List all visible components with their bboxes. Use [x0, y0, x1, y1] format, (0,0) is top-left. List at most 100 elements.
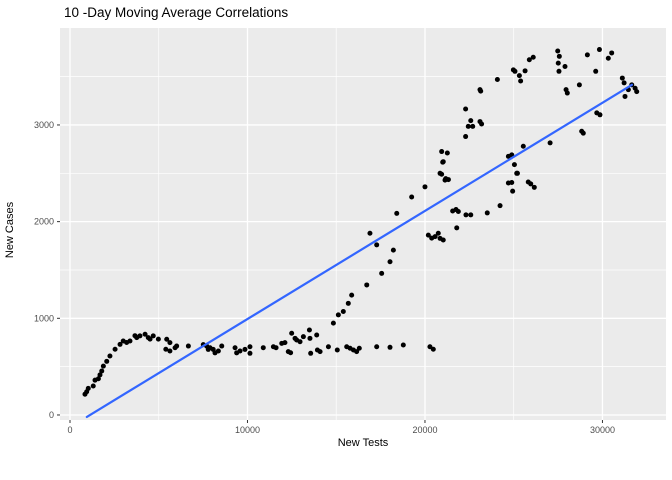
data-point — [289, 330, 295, 336]
data-point — [308, 350, 314, 356]
data-point — [477, 119, 483, 125]
data-point — [247, 350, 253, 356]
data-point — [288, 350, 294, 356]
data-point — [484, 210, 490, 216]
data-point — [330, 320, 336, 326]
data-point — [556, 53, 562, 59]
data-point — [463, 134, 469, 140]
data-point — [440, 159, 446, 165]
data-point — [282, 340, 288, 346]
data-point — [219, 343, 225, 349]
plot-panel — [60, 28, 666, 420]
data-point — [273, 345, 279, 351]
data-point — [477, 87, 483, 93]
data-point — [494, 77, 500, 83]
data-point — [163, 346, 169, 352]
data-point — [634, 89, 640, 95]
data-point — [547, 140, 553, 146]
data-point — [409, 194, 415, 200]
data-point — [107, 353, 113, 359]
data-point — [454, 225, 460, 231]
data-point — [463, 106, 469, 112]
data-point — [340, 309, 346, 315]
data-point — [374, 344, 380, 350]
data-point — [562, 63, 568, 69]
data-point — [439, 171, 445, 177]
data-point — [349, 292, 355, 298]
data-point — [237, 348, 243, 354]
data-point — [260, 345, 266, 351]
data-point — [387, 259, 393, 265]
data-point — [619, 75, 625, 81]
data-point — [314, 332, 320, 338]
data-point — [470, 123, 476, 129]
data-point — [185, 343, 191, 349]
data-point — [164, 336, 170, 342]
data-point — [174, 343, 180, 349]
data-point — [439, 149, 445, 155]
data-point — [516, 73, 522, 79]
data-point — [432, 234, 438, 240]
data-point — [511, 162, 517, 168]
data-point — [142, 331, 148, 337]
data-point — [468, 118, 474, 124]
data-point — [374, 242, 380, 248]
data-point — [232, 345, 238, 351]
data-point — [621, 80, 627, 86]
x-tick-label: 0 — [67, 425, 72, 435]
data-point — [593, 68, 599, 74]
data-point — [497, 203, 503, 209]
data-point — [522, 68, 528, 74]
data-point — [155, 336, 161, 342]
data-point — [379, 270, 385, 276]
data-point — [576, 82, 582, 88]
y-tick-label: 0 — [49, 410, 54, 420]
data-point — [307, 335, 313, 341]
data-point — [317, 349, 323, 355]
data-point — [137, 333, 143, 339]
data-point — [584, 52, 590, 58]
data-point — [555, 60, 561, 66]
data-point — [215, 348, 221, 354]
data-point — [605, 55, 611, 61]
data-point — [609, 50, 615, 56]
data-point — [297, 339, 303, 345]
data-point — [597, 112, 603, 118]
data-point — [117, 341, 123, 347]
data-point — [622, 93, 628, 99]
y-tick-label: 3000 — [34, 120, 54, 130]
data-point — [394, 210, 400, 216]
x-axis-title: New Tests — [337, 437, 389, 449]
data-point — [520, 143, 526, 149]
data-point — [445, 177, 451, 183]
data-point — [528, 181, 534, 187]
x-tick-label: 30000 — [590, 425, 615, 435]
data-point — [422, 184, 428, 190]
chart-title: 10 -Day Moving Average Correlations — [64, 5, 289, 20]
data-point — [97, 372, 103, 378]
data-point — [400, 342, 406, 348]
data-point — [465, 123, 471, 129]
data-point — [596, 47, 602, 53]
data-point — [104, 358, 110, 364]
data-point — [509, 179, 515, 185]
data-point — [387, 344, 393, 350]
x-tick-label: 20000 — [412, 425, 437, 435]
data-point — [127, 338, 133, 344]
data-point — [167, 340, 173, 346]
data-point — [90, 383, 96, 389]
data-point — [167, 348, 173, 354]
data-point — [150, 333, 156, 339]
data-point — [440, 237, 446, 243]
data-point — [455, 208, 461, 214]
data-point — [85, 385, 91, 391]
data-point — [468, 212, 474, 218]
data-point — [99, 368, 105, 374]
data-point — [556, 68, 562, 74]
trend-line — [85, 83, 634, 419]
y-tick-label: 1000 — [34, 313, 54, 323]
data-point — [345, 300, 351, 306]
y-axis-title: New Cases — [4, 201, 16, 259]
